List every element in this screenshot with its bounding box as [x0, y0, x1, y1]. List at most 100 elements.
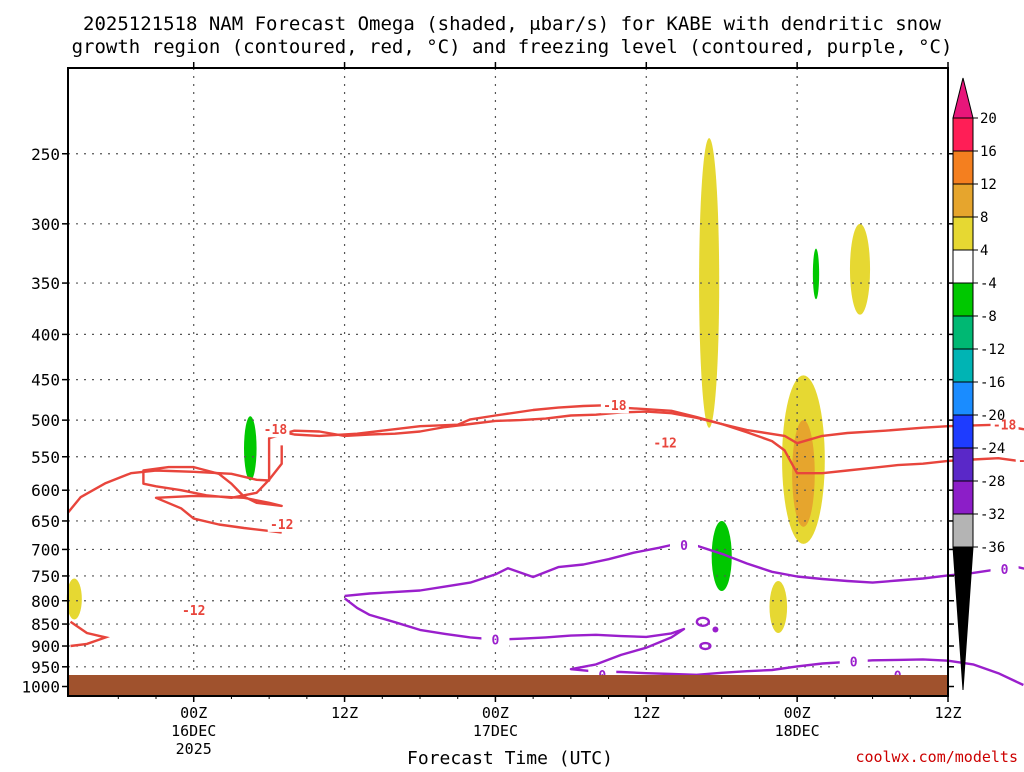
- freezing-small-dot: [712, 626, 719, 633]
- contour-label-bg: [651, 434, 680, 451]
- x-tick-label: 12Z: [633, 704, 660, 722]
- colorbar-swatch: [952, 447, 974, 482]
- colorbar-tick-label: -16: [980, 375, 1005, 391]
- dgz-edge-contour: [69, 620, 111, 648]
- omega-shaded-area: [244, 416, 257, 481]
- y-tick-label: 600: [31, 481, 60, 500]
- x-tick-label: 00Z: [784, 704, 811, 722]
- colorbar-swatch: [952, 513, 974, 548]
- x-tick-label: 00Z: [180, 704, 207, 722]
- colorbar-tick-label: -36: [980, 540, 1005, 556]
- chart-title-line2: growth region (contoured, red, °C) and f…: [72, 36, 953, 58]
- x-tick-label: 18DEC: [775, 722, 820, 740]
- contour-label-bg: [990, 416, 1019, 433]
- colorbar-swatch: [952, 315, 974, 350]
- y-tick-label: 450: [31, 371, 60, 390]
- contour-label: -12: [653, 437, 676, 452]
- contour-label: 0: [1001, 563, 1009, 578]
- y-axis: 250 300 350 400 450 500 550 600 650 700 750 800 850 9…: [21, 145, 954, 697]
- contour-label: -12: [182, 604, 205, 619]
- contour-label-bg: [261, 421, 290, 438]
- x-tick-label: 12Z: [934, 704, 961, 722]
- colorbar-tick-label: 20: [980, 111, 997, 127]
- contour-label-bg: [600, 397, 629, 414]
- y-tick-label: 750: [31, 567, 60, 586]
- contour-label: -18: [264, 423, 288, 438]
- colorbar-swatch: [952, 249, 974, 284]
- plot-background: [68, 68, 948, 696]
- colorbar-tick-label: -8: [980, 309, 997, 325]
- y-tick-label: 700: [31, 540, 60, 559]
- freezing-small-loop: [699, 641, 712, 651]
- omega-shaded-area: [66, 578, 82, 620]
- dgz-minus12-loop-contour: [142, 445, 283, 534]
- contour-label: -18: [603, 399, 627, 414]
- colorbar-tick-label: -32: [980, 507, 1005, 523]
- freezing-small-loop: [695, 616, 711, 627]
- colorbar-swatch: [952, 348, 974, 383]
- y-tick-label: 500: [31, 411, 60, 430]
- omega-shaded-area: [769, 581, 788, 633]
- contour-label-bg: [839, 653, 868, 670]
- contour-label-bg: [1015, 452, 1024, 469]
- x-axis-label: Forecast Time (UTC): [407, 748, 613, 768]
- colorbar-tick-label: 12: [980, 177, 997, 193]
- colorbar-tick-label: -28: [980, 474, 1005, 490]
- colorbar-swatch: [952, 216, 974, 251]
- colorbar: 20 16 12 8 4 -4 -8 -12 -16 -20 -24 -28 -32 -36: [952, 77, 1005, 691]
- y-tick-label: 850: [31, 615, 60, 634]
- x-tick-label: 17DEC: [473, 722, 518, 740]
- colorbar-arrow-bottom: [952, 546, 974, 691]
- y-tick-label: 650: [31, 512, 60, 531]
- colorbar-arrow-top: [952, 77, 974, 119]
- credit-text: coolwx.com/modelts: [855, 748, 1018, 766]
- colorbar-tick-label: -12: [980, 342, 1005, 358]
- plot-area: -18-18-18-12-12-12-12000000: [66, 67, 1024, 697]
- y-tick-label: 300: [31, 215, 60, 234]
- contour-label: 0: [850, 656, 858, 671]
- y-tick-label: 250: [31, 145, 60, 164]
- contour-label-bg: [179, 602, 208, 619]
- colorbar-swatch: [952, 183, 974, 218]
- colorbar-tick-label: 4: [980, 243, 988, 259]
- colorbar-swatch: [952, 414, 974, 449]
- colorbar-tick-label: 16: [980, 144, 997, 160]
- contour-label: -18: [993, 419, 1017, 434]
- contour-label-bg: [481, 631, 510, 648]
- omega-shaded-area: [711, 520, 732, 592]
- contour-label: 0: [680, 539, 688, 554]
- colorbar-tick-label: -4: [980, 276, 997, 292]
- colorbar-tick-label: -24: [980, 441, 1005, 457]
- omega-shaded-area: [812, 248, 820, 300]
- y-tick-label: 400: [31, 325, 60, 344]
- chart-title-line1: 2025121518 NAM Forecast Omega (shaded, μ…: [83, 13, 941, 35]
- y-tick-label: 1000: [21, 678, 60, 697]
- x-tick-label: 00Z: [482, 704, 509, 722]
- colorbar-swatch: [952, 381, 974, 416]
- y-tick-label: 800: [31, 592, 60, 611]
- colorbar-swatch: [952, 282, 974, 317]
- freezing-level-upper-contour: [344, 543, 1024, 598]
- colorbar-swatch: [952, 117, 974, 152]
- y-tick-label: 950: [31, 658, 60, 677]
- contour-label: -12: [270, 518, 293, 533]
- contour-label-bg: [267, 515, 296, 532]
- contour-label: 0: [492, 634, 500, 649]
- contour-label-bg: [990, 561, 1019, 578]
- ground-terrain: [69, 675, 948, 695]
- colorbar-tick-label: -20: [980, 408, 1005, 424]
- contour-label: -12: [1018, 454, 1024, 469]
- omega-shaded-area: [849, 223, 871, 315]
- x-tick-label: 2025: [176, 740, 212, 758]
- contour-label-bg: [670, 537, 698, 554]
- x-axis: 00Z16DEC202512Z00Z17DEC12Z00Z18DEC12Z00Z…: [117, 62, 962, 758]
- colorbar-swatch: [952, 150, 974, 185]
- y-tick-label: 900: [31, 637, 60, 656]
- colorbar-tick-label: 8: [980, 210, 988, 226]
- colorbar-swatch: [952, 480, 974, 515]
- x-tick-label: 12Z: [331, 704, 358, 722]
- x-tick-label: 16DEC: [171, 722, 216, 740]
- plot-frame: [67, 67, 949, 697]
